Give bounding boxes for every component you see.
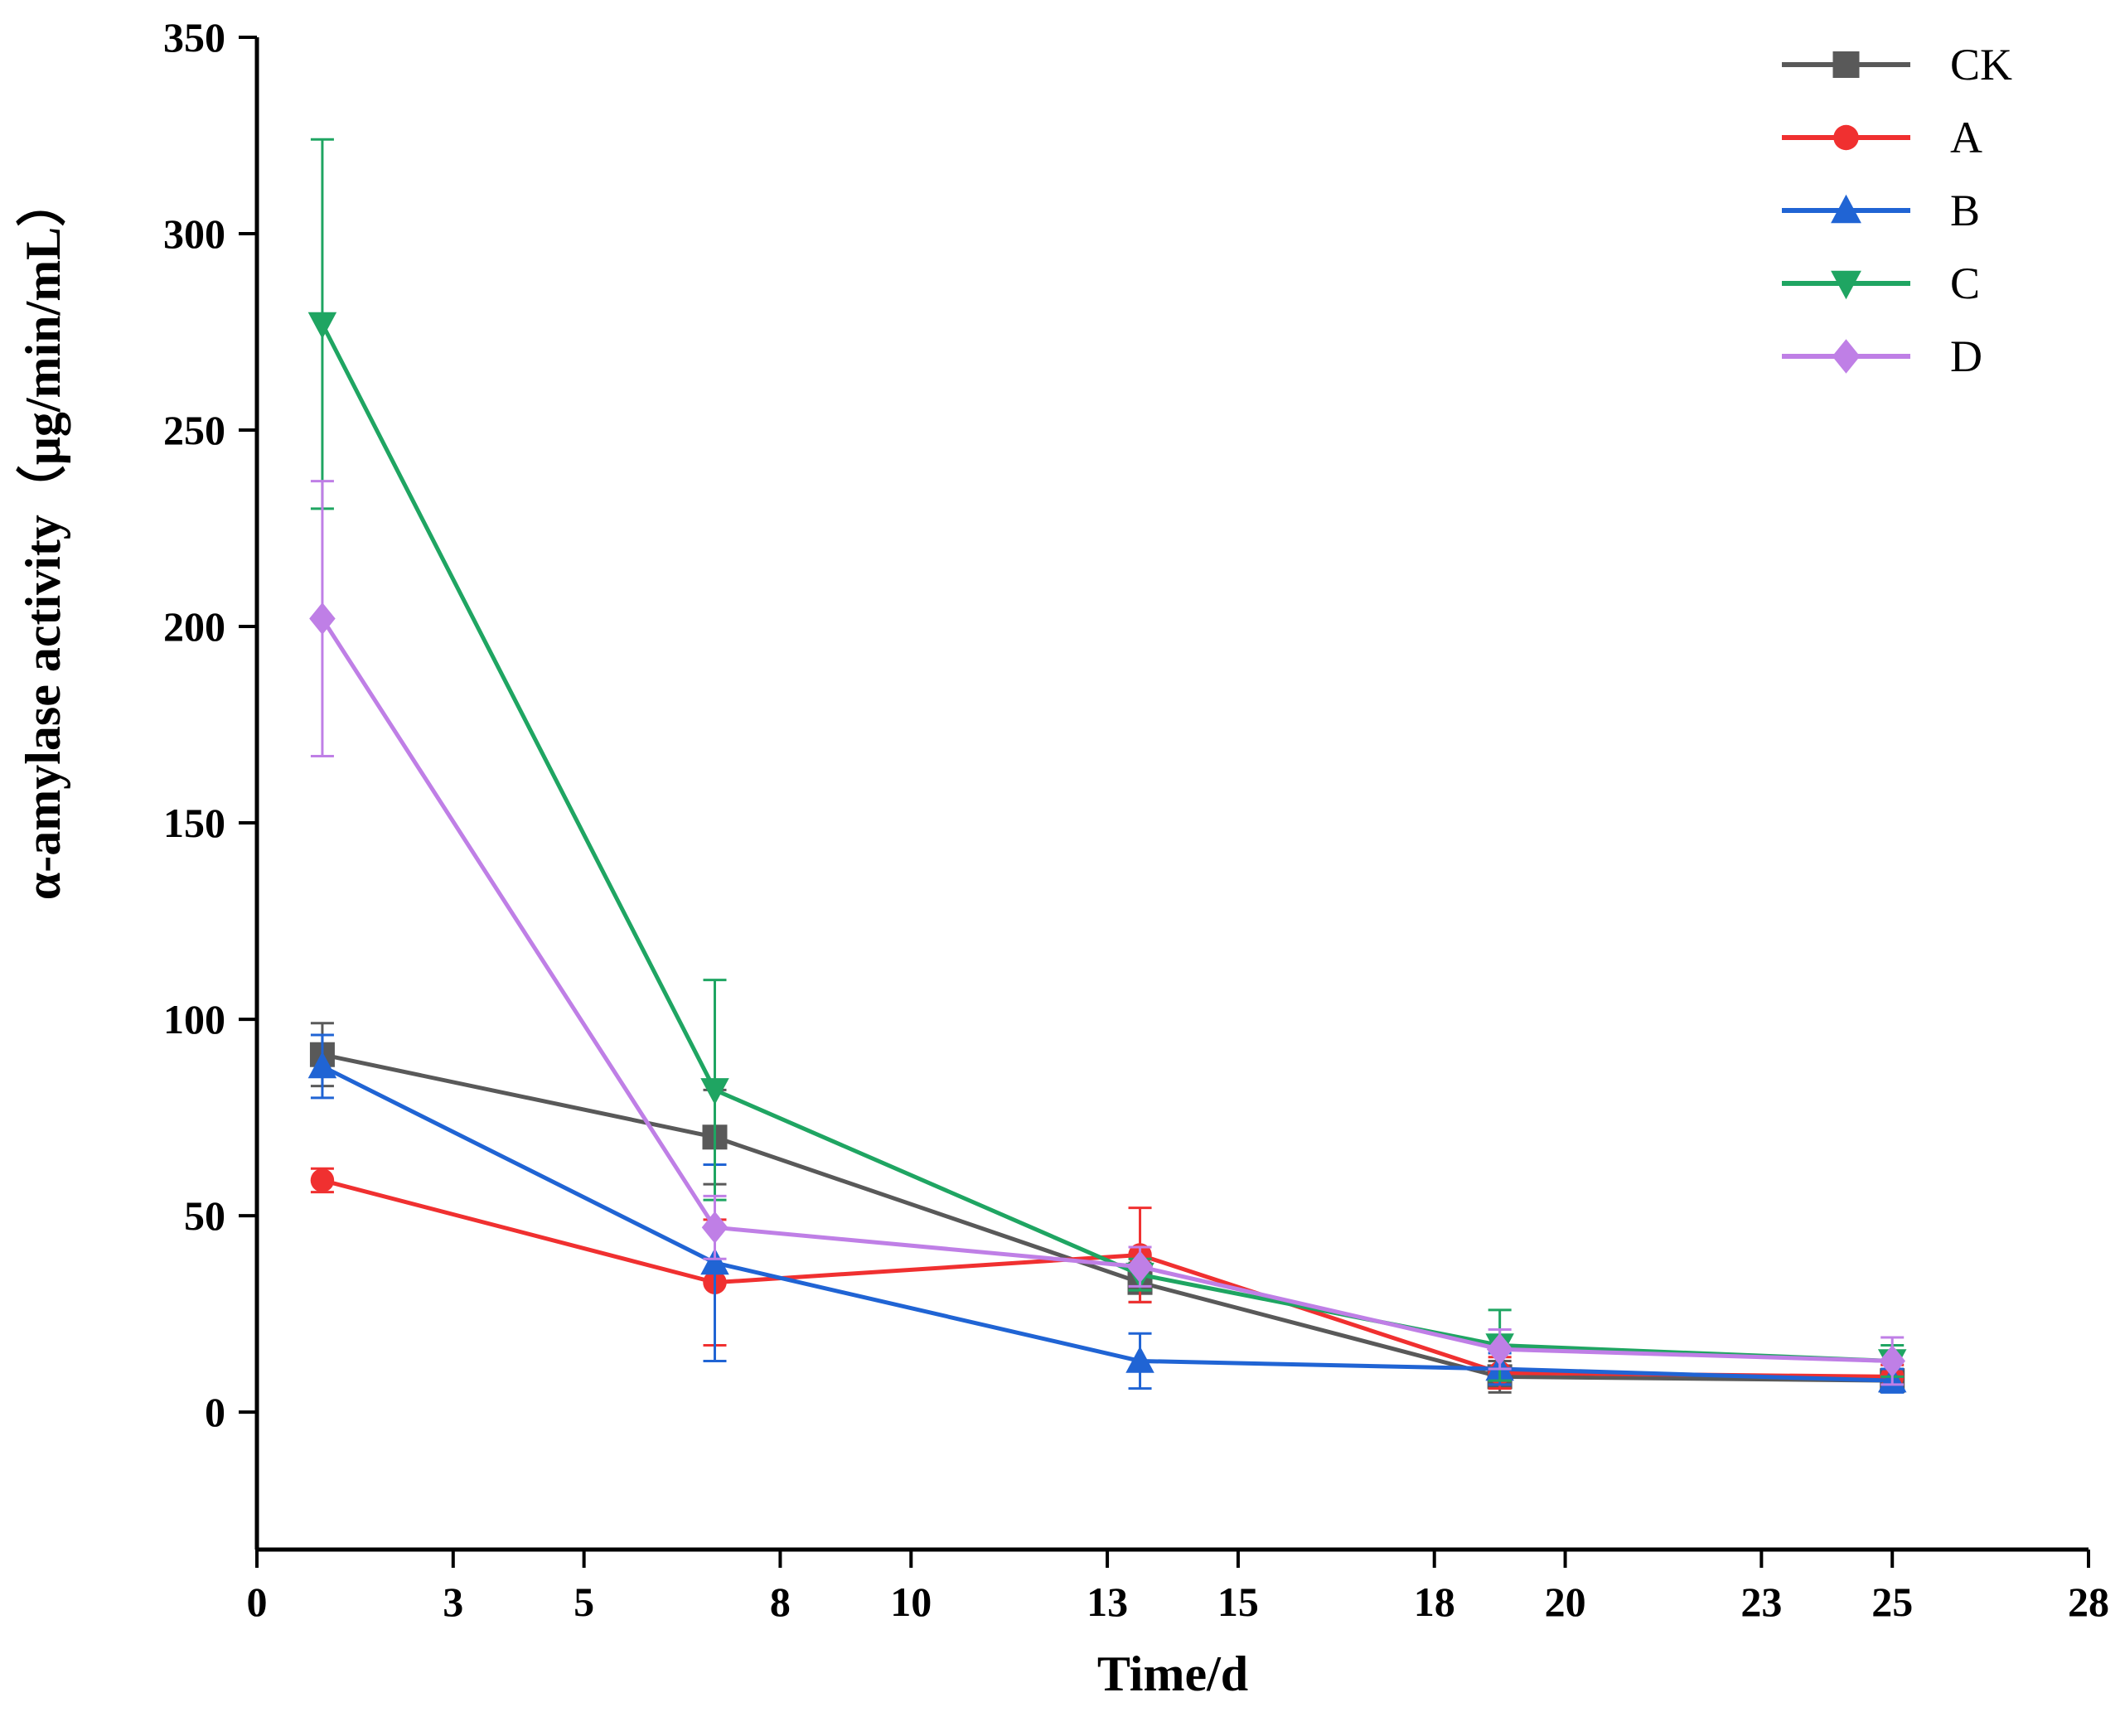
marker-C-0 xyxy=(307,312,337,340)
marker-C-1 xyxy=(700,1078,729,1105)
x-tick-label: 13 xyxy=(1087,1579,1128,1625)
legend-item-CK: CK xyxy=(1782,40,2012,89)
y-tick-label: 200 xyxy=(163,603,225,650)
y-tick-label: 150 xyxy=(163,800,225,846)
marker-B-2 xyxy=(1125,1346,1154,1373)
series-C xyxy=(307,138,1907,1382)
x-tick-label: 0 xyxy=(247,1579,268,1625)
x-tick-label: 28 xyxy=(2068,1579,2109,1625)
legend-item-A: A xyxy=(1782,113,1982,162)
series-line-B xyxy=(321,1064,1893,1383)
marker-D-2 xyxy=(1126,1250,1154,1284)
x-tick-label: 20 xyxy=(1545,1579,1586,1625)
y-tick-label: 50 xyxy=(184,1192,225,1239)
series-line-C xyxy=(320,322,1893,1363)
series-line-D xyxy=(320,617,1893,1363)
legend-item-C: C xyxy=(1782,259,1980,308)
legend-item-D: D xyxy=(1782,331,1982,381)
x-tick-label: 25 xyxy=(1871,1579,1913,1625)
x-tick-label: 8 xyxy=(770,1579,791,1625)
marker-B-1 xyxy=(700,1247,729,1275)
y-axis-title: α-amylase activity（μg/min/mL） xyxy=(15,177,70,900)
legend-marker-CK xyxy=(1832,51,1860,78)
y-tick-label: 100 xyxy=(163,996,225,1042)
x-tick-label: 18 xyxy=(1414,1579,1455,1625)
x-tick-label: 15 xyxy=(1217,1579,1259,1625)
series-line-A xyxy=(322,1177,1893,1379)
y-tick-label: 0 xyxy=(205,1389,225,1435)
legend-marker-A xyxy=(1833,124,1859,151)
y-tick-label: 350 xyxy=(163,14,225,60)
legend-label-C: C xyxy=(1950,259,1980,308)
legend-item-B: B xyxy=(1782,186,1980,235)
series-B xyxy=(307,1033,1907,1394)
series-D xyxy=(309,480,1905,1386)
series-CK xyxy=(309,1022,1905,1394)
marker-A-0 xyxy=(310,1168,335,1192)
marker-D-3 xyxy=(1486,1332,1513,1366)
x-tick-label: 10 xyxy=(890,1579,932,1625)
legend-label-A: A xyxy=(1950,113,1982,162)
marker-D-4 xyxy=(1879,1344,1905,1377)
legend-marker-B xyxy=(1831,194,1861,224)
marker-D-1 xyxy=(701,1211,728,1244)
legend-marker-C xyxy=(1831,270,1861,300)
legend-marker-D xyxy=(1832,339,1861,374)
x-tick-label: 3 xyxy=(443,1579,463,1625)
x-axis-title: Time/d xyxy=(1097,1647,1248,1701)
legend-label-B: B xyxy=(1950,186,1980,235)
x-tick-label: 5 xyxy=(574,1579,594,1625)
marker-B-0 xyxy=(307,1051,337,1079)
legend-label-CK: CK xyxy=(1950,40,2012,89)
legend-label-D: D xyxy=(1950,331,1982,381)
y-tick-label: 250 xyxy=(163,407,225,453)
x-tick-label: 23 xyxy=(1740,1579,1782,1625)
marker-D-0 xyxy=(309,602,336,636)
series-line-CK xyxy=(322,1052,1893,1383)
y-tick-label: 300 xyxy=(163,210,225,257)
